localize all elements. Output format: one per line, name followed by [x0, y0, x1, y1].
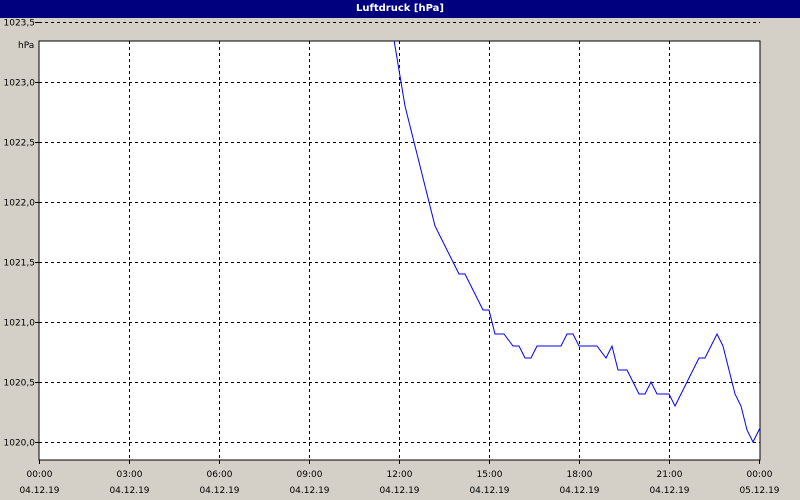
y-axis-label: hPa — [18, 41, 34, 51]
x-tick-time: 21:00 — [657, 470, 683, 480]
x-tick-time: 06:00 — [207, 470, 233, 480]
y-tick-label: 1022,5 — [4, 139, 36, 149]
x-tick-date: 04.12.19 — [469, 486, 509, 496]
x-tick-time: 12:00 — [387, 470, 413, 480]
x-tick-date: 04.12.19 — [199, 486, 239, 496]
y-tick-label: 1021,5 — [4, 259, 36, 269]
y-tick-label: 1021,0 — [4, 319, 36, 329]
x-tick-date: 04.12.19 — [379, 486, 419, 496]
y-tick-label: 1023,0 — [4, 79, 36, 89]
x-tick-date: 04.12.19 — [19, 486, 59, 496]
grid — [39, 22, 760, 460]
x-tick-time: 15:00 — [477, 470, 503, 480]
x-tick-date: 04.12.19 — [289, 486, 329, 496]
y-tick-label: 1020,5 — [4, 379, 36, 389]
axes: 1020,0 1020,5 1021,0 1021,5 1022,0 1022,5 1023… — [4, 19, 780, 497]
x-tick-time: 18:00 — [567, 470, 593, 480]
chart-title: Luftdruck [hPa] — [0, 0, 800, 18]
x-tick-date: 04.12.19 — [559, 486, 599, 496]
y-tick-label: 1022,0 — [4, 199, 36, 209]
x-tick-time: 00:00 — [747, 470, 773, 480]
x-tick-time: 00:00 — [27, 470, 53, 480]
series-line — [393, 41, 760, 444]
x-tick-date: 04.12.19 — [109, 486, 149, 496]
x-tick-date: 04.12.19 — [649, 486, 689, 496]
y-tick-label: 1020,0 — [4, 439, 36, 449]
x-tick-date: 05.12.19 — [739, 486, 779, 496]
x-tick-time: 09:00 — [297, 470, 323, 480]
y-tick-label: 1023,5 — [4, 19, 36, 29]
x-tick-time: 03:00 — [117, 470, 143, 480]
